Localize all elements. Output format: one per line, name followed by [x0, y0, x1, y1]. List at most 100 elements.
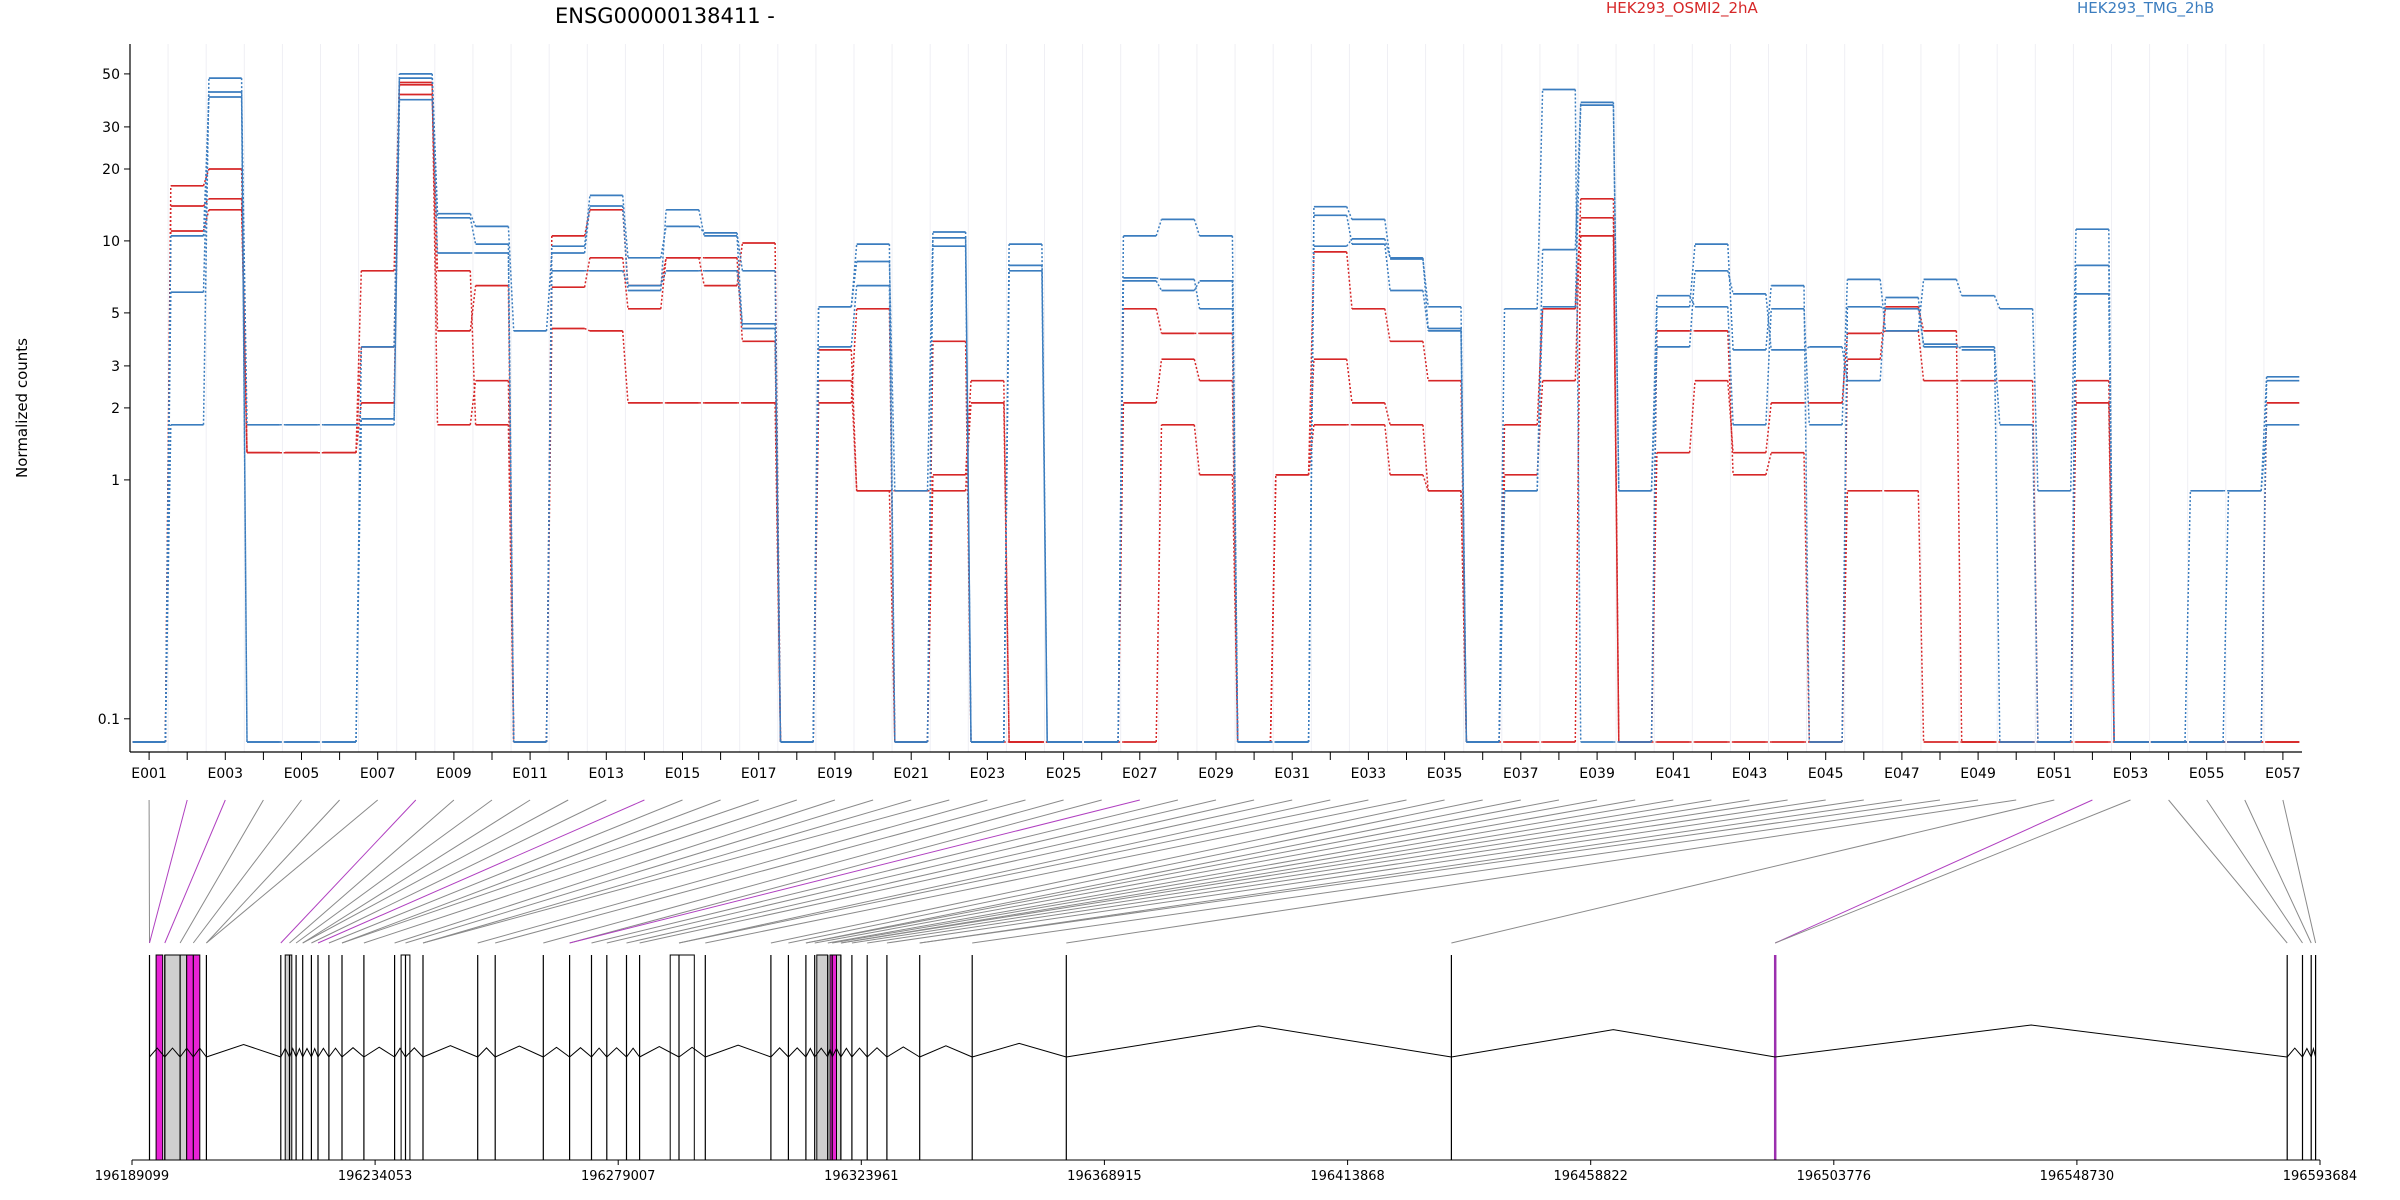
intron-line — [192, 1047, 207, 1058]
y-axis-label: Normalized counts — [13, 338, 31, 478]
intron-line — [317, 1047, 330, 1058]
x-tick-label: E009 — [436, 766, 472, 782]
exon-connector — [543, 799, 1064, 944]
intron-line — [851, 1047, 868, 1058]
exon-connector — [2206, 799, 2303, 944]
exon-connector — [2244, 799, 2312, 944]
series-connector — [202, 168, 210, 187]
exon-block — [816, 954, 829, 1161]
series-connector — [1765, 293, 1772, 350]
exon-connector — [302, 799, 531, 944]
intron-line — [394, 1047, 406, 1058]
exon-connector — [788, 799, 1483, 944]
series-connector — [1955, 330, 1963, 743]
exon-connector — [328, 799, 683, 944]
series-connector — [1422, 341, 1429, 381]
series-connector — [1727, 244, 1734, 350]
genomic-tick-label: 196503776 — [1797, 1169, 1871, 1184]
intron-line — [206, 1043, 281, 1058]
series-connector — [698, 257, 705, 286]
intron-line — [626, 1047, 641, 1058]
exon-connector — [422, 799, 912, 944]
exon-block — [829, 954, 838, 1161]
series-connector — [583, 209, 591, 237]
series-connector — [1536, 249, 1544, 491]
genomic-tick-label: 196234053 — [338, 1169, 412, 1184]
intron-line — [543, 1046, 570, 1058]
series-connector — [1688, 270, 1696, 347]
series-connector — [1384, 424, 1391, 475]
intron-line — [2310, 1046, 2317, 1058]
series-connector — [2069, 293, 2077, 743]
intron-line — [919, 1045, 973, 1058]
exon-connector — [206, 799, 379, 944]
gene-model — [132, 954, 2320, 1161]
exon-connector — [311, 799, 607, 944]
intron-line — [569, 1047, 592, 1058]
exon-connector — [405, 799, 874, 944]
series-connector — [850, 244, 858, 307]
exon-connector — [363, 799, 797, 944]
series-connector — [1231, 474, 1239, 743]
exon-connector — [814, 799, 1598, 944]
intron-line — [302, 1047, 312, 1058]
series-connector — [1422, 424, 1429, 491]
legend-entry-tmg: HEK293_TMG_2hB — [2077, 0, 2214, 18]
series-connector — [1650, 306, 1658, 743]
series-connector — [621, 270, 629, 286]
series-connector — [2260, 380, 2268, 743]
series-connector — [660, 226, 667, 258]
x-tick-label: E005 — [284, 766, 320, 782]
series-connector — [1574, 217, 1582, 309]
genomic-tick-label: 196279007 — [581, 1169, 655, 1184]
intron-line — [788, 1047, 807, 1058]
series-connector — [1993, 349, 2001, 425]
series-connector — [583, 257, 591, 288]
genomic-tick-label: 196458822 — [1553, 1169, 1627, 1184]
x-tick-label: E057 — [2265, 766, 2301, 782]
exon-connector — [606, 799, 1217, 944]
genomic-tick-label: 196323961 — [824, 1169, 898, 1184]
series-connector — [1993, 346, 2001, 743]
legend-entry-osmi2: HEK293_OSMI2_2hA — [1606, 0, 1759, 18]
series-connector — [545, 252, 553, 331]
series-connector — [1536, 89, 1544, 309]
exon-connector — [591, 799, 1179, 944]
intron-line — [280, 1047, 290, 1058]
series-connector — [240, 91, 248, 743]
exon-connector-lines — [148, 799, 2317, 944]
series-connector — [812, 346, 820, 743]
series-connector — [1307, 246, 1315, 743]
exon-connector — [851, 799, 1788, 944]
series-connector — [1193, 280, 1201, 291]
series-connector — [1155, 280, 1163, 291]
x-tick-label: E013 — [589, 766, 625, 782]
x-tick-label: E021 — [893, 766, 929, 782]
exon-connector — [639, 799, 1293, 944]
series-connector — [1765, 402, 1772, 453]
x-tick-label: E003 — [208, 766, 244, 782]
intron-line — [831, 1047, 842, 1058]
exon-connector — [678, 799, 1369, 944]
intron-line — [840, 1047, 853, 1058]
series-connector — [431, 78, 439, 214]
genomic-tick-label: 196189099 — [95, 1169, 169, 1184]
series-connector — [1193, 279, 1201, 309]
series-connector — [507, 252, 515, 743]
series-connector — [240, 78, 248, 743]
series-connector — [621, 330, 629, 403]
intron-line — [164, 1047, 181, 1058]
series-connector — [240, 96, 248, 425]
x-tick-label: E039 — [1579, 766, 1615, 782]
series-connector — [1574, 235, 1582, 743]
y-tick-label: 20 — [102, 162, 120, 178]
series-connector — [545, 270, 553, 743]
exon-connector — [149, 799, 188, 944]
series-connector — [1612, 102, 1620, 491]
intron-line — [477, 1047, 496, 1058]
exon-connector — [770, 799, 1445, 944]
intron-line — [827, 1046, 833, 1058]
series-connector — [1879, 279, 1887, 331]
intron-line — [606, 1047, 627, 1058]
x-tick-label: E037 — [1503, 766, 1539, 782]
